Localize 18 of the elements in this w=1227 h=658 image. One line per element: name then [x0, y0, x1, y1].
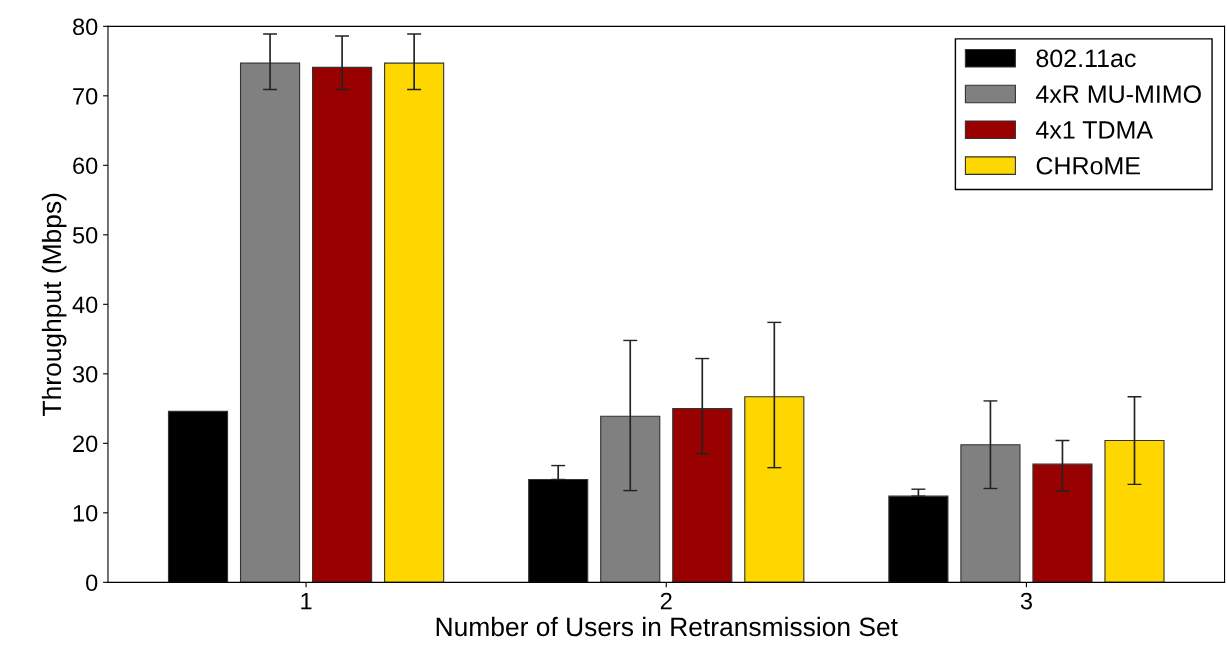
- legend-label: CHRoME: [1036, 156, 1140, 175]
- legend-label: 802.11ac: [1036, 49, 1136, 68]
- y-tick-label: 70: [73, 87, 98, 105]
- y-tick-label: 40: [72, 296, 98, 314]
- x-tick-label: 3: [1020, 592, 1032, 610]
- y-tick-label: 50: [72, 226, 98, 244]
- y-tick-label: 20: [73, 435, 98, 453]
- legend-label: 4x1 TDMA: [1035, 121, 1153, 139]
- y-tick-label: 10: [73, 504, 98, 522]
- y-tick-label: 0: [86, 574, 98, 592]
- x-tick-label: 1: [301, 592, 312, 610]
- y-tick-label: 30: [72, 365, 98, 383]
- x-axis-title: Number of Users in Retransmission Set: [436, 616, 898, 637]
- y-axis-title: Throughput (Mbps): [41, 193, 67, 416]
- legend-label: 4xR MU-MIMO: [1035, 85, 1201, 103]
- y-tick-label: 60: [73, 157, 98, 175]
- x-tick-label: 2: [660, 592, 672, 610]
- y-tick-label: 80: [73, 18, 98, 36]
